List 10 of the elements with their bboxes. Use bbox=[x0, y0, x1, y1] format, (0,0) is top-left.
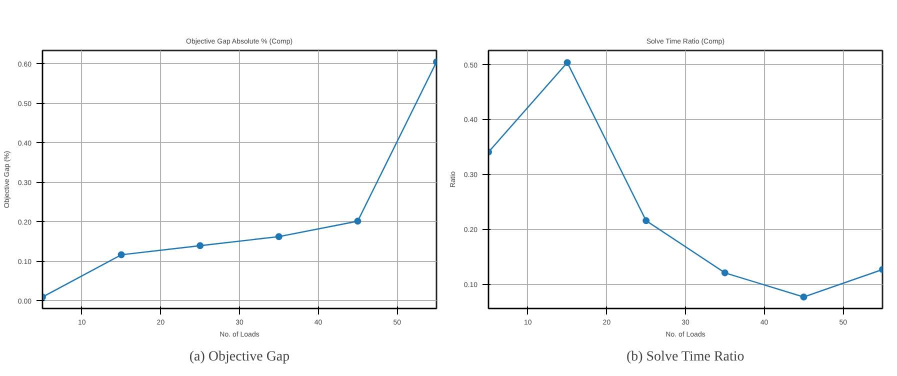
point bbox=[118, 251, 125, 258]
point bbox=[721, 269, 728, 276]
text: (a) Objective Gap bbox=[189, 350, 290, 364]
point bbox=[275, 233, 282, 240]
point bbox=[642, 217, 650, 224]
point bbox=[800, 293, 808, 300]
point bbox=[564, 59, 571, 66]
point bbox=[354, 218, 362, 225]
point bbox=[196, 242, 204, 250]
text: (b) Solve Time Ratio bbox=[626, 350, 744, 364]
